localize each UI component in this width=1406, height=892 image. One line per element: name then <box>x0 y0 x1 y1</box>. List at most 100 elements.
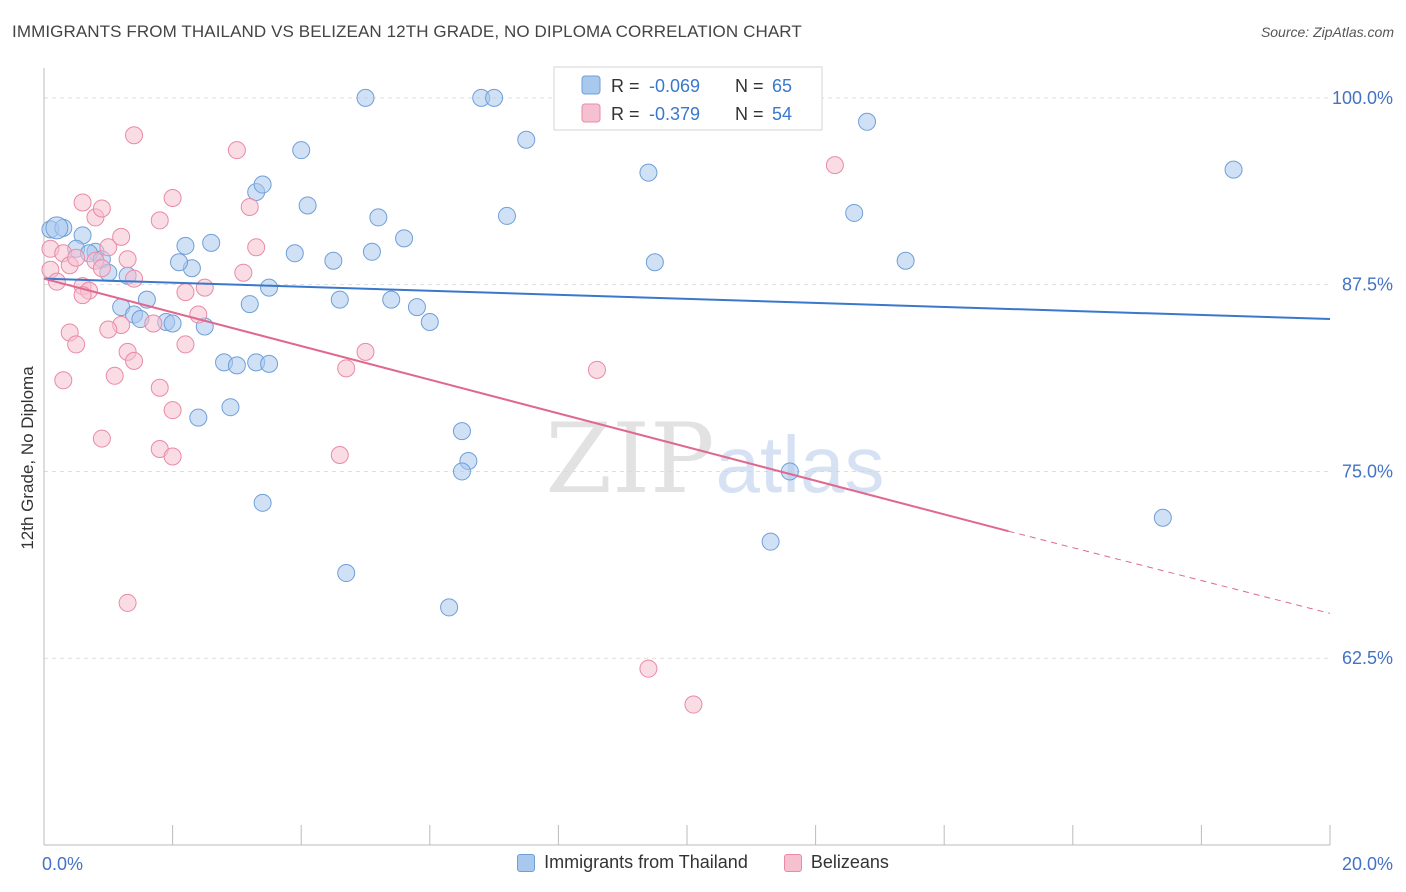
belizean-point-14 <box>112 227 131 246</box>
belizean-point-36 <box>118 593 137 612</box>
thailand-point-36 <box>362 242 381 261</box>
thailand-point-28 <box>240 295 259 314</box>
belizean-point-29 <box>176 335 195 354</box>
belizean-point-47 <box>587 360 606 379</box>
chart-title: IMMIGRANTS FROM THAILAND VS BELIZEAN 12T… <box>12 22 802 41</box>
belizean-point-19 <box>99 320 118 339</box>
belizean-point-46 <box>330 446 349 465</box>
thailand-point-30 <box>253 175 272 194</box>
thailand-point-57 <box>896 251 915 270</box>
thailand-point-58 <box>761 532 780 551</box>
thailand-point-41 <box>420 313 439 332</box>
belizean-point-34 <box>163 447 182 466</box>
y-tick-label-1: 87.5% <box>1342 275 1393 295</box>
legend-item-belizeans: Belizeans <box>783 852 889 873</box>
watermark-atlas: atlas <box>716 420 885 509</box>
legend-swatch-blue <box>581 75 601 95</box>
thailand-point-39 <box>395 229 414 248</box>
thailand-point-14 <box>163 314 182 333</box>
belizean-point-24 <box>105 366 124 385</box>
belizean-point-42 <box>247 238 266 257</box>
watermark-zip: ZIP <box>545 403 714 515</box>
axes <box>43 68 1331 846</box>
belizean-point-26 <box>144 314 163 333</box>
belizean-point-37 <box>125 126 144 145</box>
thailand-point-55 <box>845 203 864 222</box>
belizean-point-45 <box>356 342 375 361</box>
belizean-point-12 <box>92 199 111 218</box>
thailand-point-cluster <box>45 216 69 240</box>
x-tick-label-0: 0.0% <box>42 854 83 874</box>
belizean-point-27 <box>150 378 169 397</box>
belizean-point-5 <box>67 248 86 267</box>
thailand-point-23 <box>260 354 279 373</box>
legend-swatch-belizeans <box>783 853 802 872</box>
legend-r-value-2: -0.379 <box>649 104 700 124</box>
thailand-point-48 <box>497 206 516 225</box>
thailand-point-47 <box>452 462 471 481</box>
thailand-point-44 <box>485 88 504 107</box>
thailand-point-52 <box>639 163 658 182</box>
belizean-point-35 <box>92 429 111 448</box>
legend-r-label-2: R = <box>611 104 640 124</box>
thailand-point-32 <box>298 196 317 215</box>
thailand-point-25 <box>221 398 240 417</box>
thailand-point-60 <box>1224 160 1243 179</box>
belizean-point-9 <box>92 259 111 278</box>
legend-n-label-2: N = <box>735 104 764 124</box>
belizean-point-40 <box>227 141 246 160</box>
thailand-point-27 <box>260 278 279 297</box>
thailand-point-45 <box>452 422 471 441</box>
y-tick-label-2: 75.0% <box>1342 461 1393 481</box>
series-thailand-points <box>41 88 1243 617</box>
legend-r-label-1: R = <box>611 76 640 96</box>
thailand-point-53 <box>645 253 664 272</box>
belizean-point-41 <box>240 197 259 216</box>
legend-n-value-1: 65 <box>772 76 792 96</box>
belizean-point-49 <box>684 695 703 714</box>
trend-line-belizeans <box>43 277 1009 533</box>
belizean-point-48 <box>639 659 658 678</box>
belizean-point-44 <box>337 359 356 378</box>
y-tick-label-3: 62.5% <box>1342 648 1393 668</box>
thailand-point-21 <box>227 356 246 375</box>
belizean-point-10 <box>73 193 92 212</box>
thailand-point-34 <box>324 251 343 270</box>
thailand-point-42 <box>356 88 375 107</box>
thailand-point-17 <box>170 253 189 272</box>
trend-lines <box>43 277 1331 614</box>
belizean-point-16 <box>125 269 144 288</box>
correlation-legend: R = -0.069 N = 65 R = -0.379 N = 54 <box>553 66 823 131</box>
thailand-point-49 <box>517 130 536 149</box>
legend-swatch-thailand <box>517 853 536 872</box>
belizean-point-23 <box>54 371 73 390</box>
legend-label-thailand: Immigrants from Thailand <box>544 852 748 872</box>
legend-r-value-1: -0.069 <box>649 76 700 96</box>
belizean-point-43 <box>234 263 253 282</box>
gridlines <box>44 97 1330 659</box>
belizean-point-25 <box>125 351 144 370</box>
thailand-point-31 <box>292 141 311 160</box>
belizean-point-13 <box>99 238 118 257</box>
y-axis-label: 12th Grade, No Diploma <box>18 366 37 550</box>
x-tick-label-1: 20.0% <box>1342 854 1393 874</box>
thailand-point-59 <box>1153 508 1172 527</box>
belizean-point-31 <box>195 278 214 297</box>
thailand-point-26 <box>253 493 272 512</box>
thailand-point-40 <box>407 298 426 317</box>
thailand-point-50 <box>337 564 356 583</box>
legend-label-belizeans: Belizeans <box>810 852 889 872</box>
belizean-point-15 <box>118 250 137 269</box>
legend-n-label-1: N = <box>735 76 764 96</box>
y-tick-labels: 100.0% 87.5% 75.0% 62.5% <box>1332 88 1393 668</box>
belizean-point-32 <box>176 283 195 302</box>
belizean-point-28 <box>163 401 182 420</box>
thailand-point-38 <box>382 290 401 309</box>
thailand-point-24 <box>189 408 208 427</box>
thailand-point-35 <box>330 290 349 309</box>
y-tick-label-0: 100.0% <box>1332 88 1393 108</box>
watermark: ZIP atlas <box>545 403 884 515</box>
belizean-point-22 <box>67 335 86 354</box>
legend-swatch-pink <box>581 103 601 123</box>
